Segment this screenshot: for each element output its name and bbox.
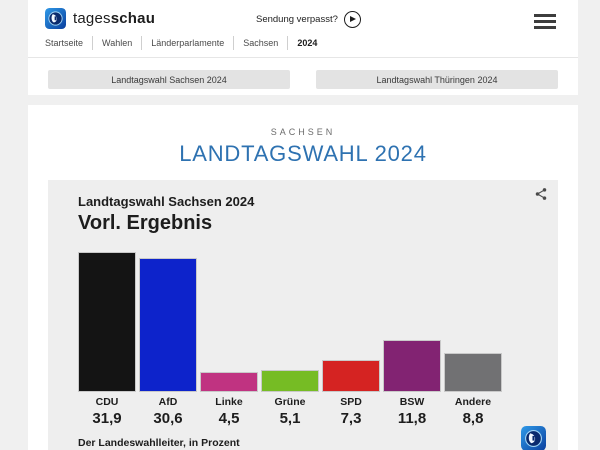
bar-label: CDU — [95, 396, 119, 408]
play-icon[interactable] — [343, 11, 361, 28]
election-nav-buttons: Landtagswahl Sachsen 2024 Landtagswahl T… — [28, 70, 578, 89]
bar-value: 5,1 — [279, 410, 301, 427]
brand-wordmark: tagesschau — [73, 10, 156, 27]
bar — [444, 353, 502, 392]
nav-button-thueringen-2024[interactable]: Landtagswahl Thüringen 2024 — [316, 70, 558, 89]
bar-chart: CDU 31,9 AfD 30,6 Linke 4,5 Grüne 5,1 SPD 7,3 BSW 1… — [78, 252, 558, 427]
chart-subtitle: Vorl. Ergebnis — [78, 212, 213, 234]
bar — [78, 252, 136, 392]
tagesschau-home-link[interactable]: tagesschau — [45, 8, 155, 29]
main-content: SACHSEN LANDTAGSWAHL 2024 Landtagswahl S… — [28, 105, 578, 450]
content-column: tagesschau Sendung verpasst? Startseite … — [28, 0, 578, 450]
hamburger-menu-button[interactable] — [534, 14, 556, 33]
bar-column: CDU 31,9 — [78, 252, 136, 427]
bar-value: 4,5 — [218, 410, 240, 427]
bar-label: Linke — [215, 396, 243, 408]
breadcrumb-item-sachsen[interactable]: Sachsen — [233, 35, 287, 50]
bar-column: Grüne 5,1 — [261, 252, 319, 427]
site-header: tagesschau Sendung verpasst? Startseite … — [28, 0, 578, 95]
section-kicker: SACHSEN — [270, 127, 336, 137]
breadcrumb-item-wahlen[interactable]: Wahlen — [92, 35, 141, 50]
sendung-verpasst-link[interactable]: Sendung verpasst? — [256, 11, 361, 28]
chart-title: Landtagswahl Sachsen 2024 — [78, 194, 255, 209]
breadcrumb-item-laenderparlamente[interactable]: Länderparlamente — [141, 35, 233, 50]
bar-value: 7,3 — [340, 410, 362, 427]
bar-value: 30,6 — [153, 410, 183, 427]
bar-column: BSW 11,8 — [383, 252, 441, 427]
bar-value: 8,8 — [462, 410, 484, 427]
bar — [383, 340, 441, 392]
breadcrumb: Startseite Wahlen Länderparlamente Sachs… — [28, 35, 578, 58]
tagesschau-watermark-icon — [521, 426, 546, 450]
bar — [261, 370, 319, 392]
bar-label: Grüne — [274, 396, 306, 408]
tagesschau-logo-icon — [45, 8, 66, 29]
bar-column: Linke 4,5 — [200, 252, 258, 427]
chart-source: Der Landeswahlleiter, in Prozent — [78, 437, 240, 449]
hamburger-bar — [534, 20, 556, 23]
breadcrumb-item-startseite[interactable]: Startseite — [45, 37, 84, 48]
header-top-row: tagesschau Sendung verpasst? — [28, 0, 578, 42]
bar — [322, 360, 380, 392]
bar-label: SPD — [340, 396, 362, 408]
bar — [200, 372, 258, 392]
bar-value: 11,8 — [397, 410, 427, 427]
share-icon[interactable] — [534, 187, 548, 201]
election-result-chart-card: Landtagswahl Sachsen 2024 Vorl. Ergebnis… — [48, 180, 558, 450]
bar-value: 31,9 — [92, 410, 122, 427]
bar-label: BSW — [399, 396, 425, 408]
breadcrumb-item-2024[interactable]: 2024 — [287, 35, 326, 50]
bar — [139, 258, 197, 392]
bar-column: SPD 7,3 — [322, 252, 380, 427]
sendung-verpasst-label: Sendung verpasst? — [256, 14, 338, 25]
hamburger-bar — [534, 26, 556, 29]
hamburger-bar — [534, 14, 556, 17]
page-title: LANDTAGSWAHL 2024 — [179, 141, 427, 166]
bar-label: AfD — [158, 396, 178, 408]
nav-button-sachsen-2024[interactable]: Landtagswahl Sachsen 2024 — [48, 70, 290, 89]
bar-column: AfD 30,6 — [139, 252, 197, 427]
bar-column: Andere 8,8 — [444, 252, 502, 427]
bar-label: Andere — [454, 396, 492, 408]
